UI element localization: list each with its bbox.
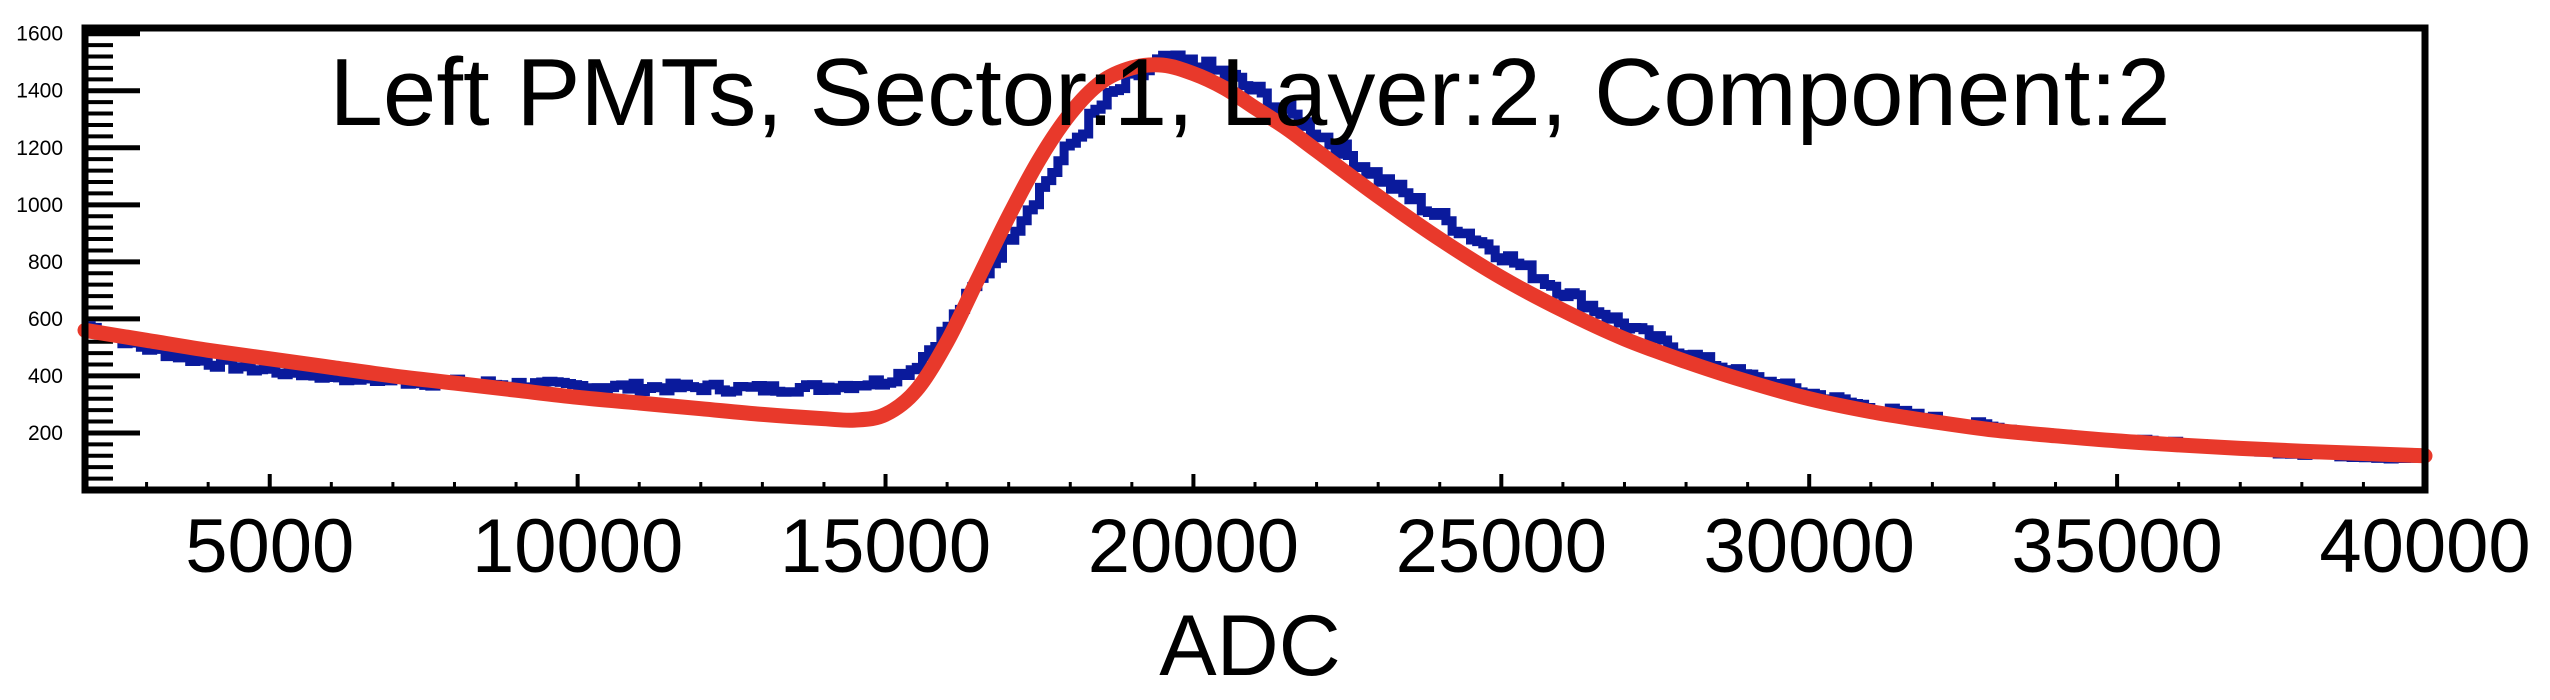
x-tick-label: 10000 — [472, 504, 683, 589]
fit-curve — [77, 57, 2433, 464]
y-tick-label: 1600 — [16, 23, 63, 46]
x-tick-label: 25000 — [1396, 504, 1607, 589]
y-tick-label: 600 — [28, 308, 63, 331]
x-tick-label: 30000 — [1704, 504, 1915, 589]
chart-title: Left PMTs, Sector:1, Layer:2, Component:… — [330, 39, 2171, 146]
x-tick-label: 5000 — [185, 504, 354, 589]
y-tick-label: 1000 — [16, 194, 63, 217]
plot-frame — [81, 24, 2429, 494]
x-tick-label: 20000 — [1088, 504, 1299, 589]
y-tick-label: 800 — [28, 251, 63, 274]
x-tick-label: 15000 — [780, 504, 991, 589]
y-tick-label: 1200 — [16, 137, 63, 160]
x-axis-title: ADC — [1159, 598, 1341, 694]
y-tick-label: 200 — [28, 422, 63, 445]
y-tick-label: 400 — [28, 365, 63, 388]
x-tick-label: 35000 — [2011, 504, 2222, 589]
y-tick-label: 1400 — [16, 80, 63, 103]
x-tick-label: 40000 — [2319, 504, 2530, 589]
